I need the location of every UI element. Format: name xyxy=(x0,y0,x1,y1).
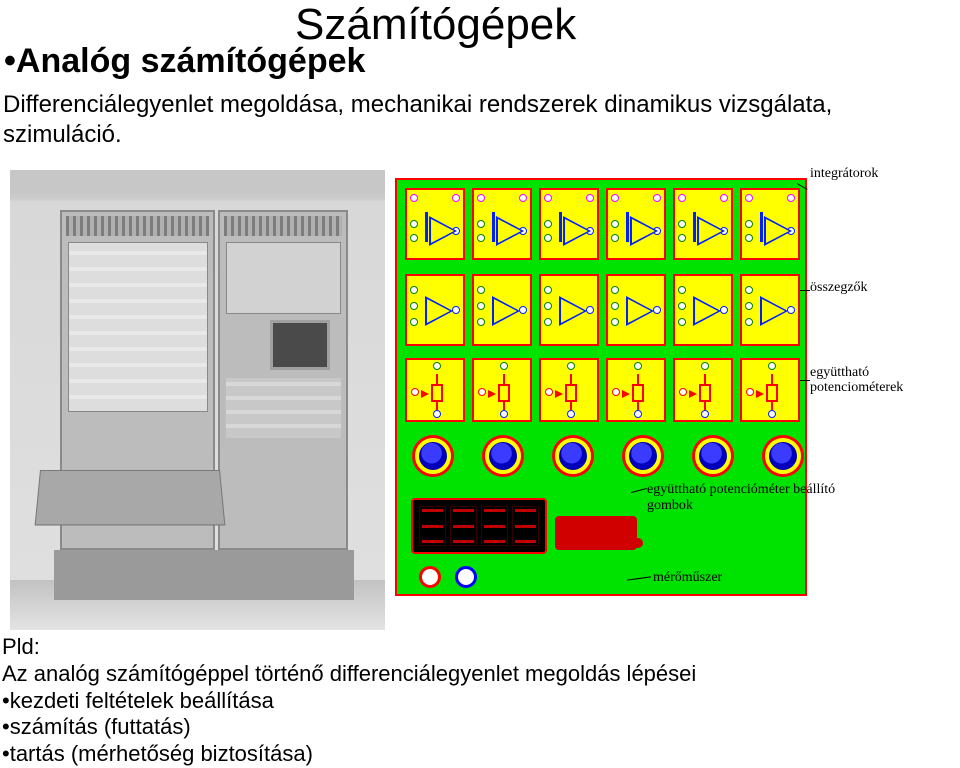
meter-pcb xyxy=(555,516,637,550)
integrator-module xyxy=(740,188,800,260)
digital-meter-display xyxy=(411,498,547,554)
analog-schematic-diagram: integrátorok összegzők együttható potenc… xyxy=(395,168,875,600)
label-coeff-knobs: együttható potencióméter beállító gombok xyxy=(647,482,877,514)
summer-row xyxy=(405,274,800,346)
coefficient-knob xyxy=(765,438,801,474)
potentiometer-module xyxy=(673,358,733,422)
bottom-line3: •számítás (futtatás) xyxy=(2,714,696,741)
coefficient-knob xyxy=(695,438,731,474)
integrator-module xyxy=(405,188,465,260)
summer-module xyxy=(472,274,532,346)
coefficient-knob xyxy=(625,438,661,474)
label-coeff-pots: együttható potenciométerek xyxy=(810,366,880,395)
bottom-line4: •tartás (mérhetőség biztosítása) xyxy=(2,741,696,768)
label-integrators: integrátorok xyxy=(810,166,878,182)
small-knob-row xyxy=(419,566,477,588)
bottom-line2: •kezdeti feltételek beállítása xyxy=(2,688,696,715)
integrator-module xyxy=(539,188,599,260)
diagram-panel xyxy=(395,178,807,596)
heading-bullet: •Analóg számítógépek xyxy=(4,42,365,81)
potentiometer-row xyxy=(405,358,800,422)
coefficient-knob xyxy=(485,438,521,474)
coefficient-knob xyxy=(415,438,451,474)
analog-computer-photo xyxy=(10,170,385,630)
coefficient-knob-row xyxy=(415,438,801,474)
coefficient-knob xyxy=(555,438,591,474)
summer-module xyxy=(740,274,800,346)
summer-module xyxy=(405,274,465,346)
integrator-row xyxy=(405,188,800,260)
integrator-module xyxy=(606,188,666,260)
subtitle-line1: Differenciálegyenlet megoldása, mechanik… xyxy=(3,91,832,118)
bottom-line1: Az analóg számítógéppel történő differen… xyxy=(2,661,696,688)
label-summers: összegzők xyxy=(810,280,868,296)
summer-module xyxy=(539,274,599,346)
integrator-module xyxy=(472,188,532,260)
bottom-pld: Pld: xyxy=(2,634,696,661)
small-knob-red xyxy=(419,566,441,588)
bottom-text-block: Pld: Az analóg számítógéppel történő dif… xyxy=(2,634,696,768)
label-meter: mérőműszer xyxy=(653,570,722,586)
potentiometer-module xyxy=(539,358,599,422)
summer-module xyxy=(606,274,666,346)
potentiometer-module xyxy=(472,358,532,422)
subtitle-text: Differenciálegyenlet megoldása, mechanik… xyxy=(3,90,832,150)
potentiometer-module xyxy=(405,358,465,422)
subtitle-line2: szimuláció. xyxy=(3,121,122,148)
integrator-module xyxy=(673,188,733,260)
small-knob-blue xyxy=(455,566,477,588)
summer-module xyxy=(673,274,733,346)
potentiometer-module xyxy=(606,358,666,422)
potentiometer-module xyxy=(740,358,800,422)
